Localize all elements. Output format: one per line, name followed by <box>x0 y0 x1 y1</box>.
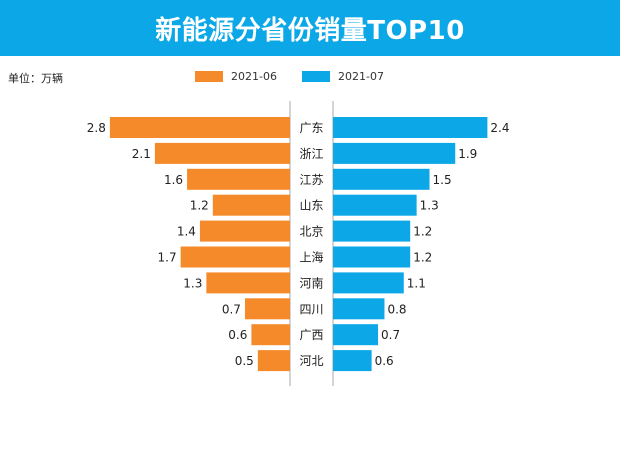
value-label-2021-07-6: 1.1 <box>407 276 426 290</box>
bar-2021-06-5 <box>180 246 290 268</box>
value-label-2021-06-6: 1.3 <box>183 276 202 290</box>
unit-label: 单位：万辆 <box>8 72 63 85</box>
bar-2021-07-7 <box>333 298 385 320</box>
value-label-2021-07-7: 0.8 <box>387 302 406 316</box>
value-label-2021-06-8: 0.6 <box>228 328 247 342</box>
chart-title: 新能源分省份销量TOP10 <box>155 15 465 46</box>
bar-2021-06-6 <box>206 272 290 294</box>
bar-2021-07-0 <box>333 117 488 138</box>
value-label-2021-06-9: 0.5 <box>235 354 254 368</box>
value-label-2021-06-5: 1.7 <box>158 251 177 265</box>
bar-2021-07-6 <box>333 272 404 294</box>
category-label-0: 广东 <box>299 121 323 135</box>
bar-2021-07-9 <box>333 350 372 372</box>
value-label-2021-07-9: 0.6 <box>375 354 394 368</box>
bar-2021-07-8 <box>333 324 379 346</box>
category-label-2: 江苏 <box>299 173 323 187</box>
value-label-2021-07-3: 1.3 <box>420 199 439 213</box>
bar-2021-07-5 <box>333 246 411 268</box>
category-label-3: 山东 <box>299 199 323 213</box>
value-label-2021-06-1: 2.1 <box>132 147 151 161</box>
value-label-2021-06-3: 1.2 <box>190 199 209 213</box>
category-label-5: 上海 <box>299 250 323 265</box>
legend-label-2021-06: 2021-06 <box>231 70 277 83</box>
value-label-2021-07-0: 2.4 <box>490 121 509 135</box>
bar-2021-06-1 <box>154 142 290 164</box>
bar-2021-06-2 <box>187 168 290 190</box>
bar-2021-07-3 <box>333 194 417 216</box>
bar-2021-07-4 <box>333 220 411 242</box>
legend-item-2021-07: 2021-07 <box>302 70 384 83</box>
bar-2021-06-9 <box>257 350 290 372</box>
value-label-2021-06-4: 1.4 <box>177 225 196 239</box>
value-label-2021-07-2: 1.5 <box>433 173 452 187</box>
value-label-2021-07-4: 1.2 <box>413 225 432 239</box>
category-label-1: 浙江 <box>299 147 323 161</box>
bar-2021-07-1 <box>333 142 456 164</box>
legend-item-2021-06: 2021-06 <box>195 70 277 83</box>
bar-2021-06-8 <box>251 324 290 346</box>
value-label-2021-07-1: 1.9 <box>458 147 477 161</box>
bar-2021-07-2 <box>333 168 430 190</box>
value-label-2021-07-8: 0.7 <box>381 328 400 342</box>
category-label-4: 北京 <box>299 225 323 239</box>
title-bar: 新能源分省份销量TOP10 <box>0 0 620 56</box>
bar-2021-06-3 <box>212 194 290 216</box>
category-label-9: 河北 <box>299 354 323 368</box>
legend-swatch-2021-07 <box>302 71 330 82</box>
value-label-2021-07-5: 1.2 <box>413 251 432 265</box>
bar-2021-06-4 <box>199 220 290 242</box>
value-label-2021-06-7: 0.7 <box>222 302 241 316</box>
category-label-7: 四川 <box>299 302 323 316</box>
legend-label-2021-07: 2021-07 <box>338 70 384 83</box>
category-label-6: 河南 <box>299 275 323 290</box>
bar-2021-06-7 <box>244 298 290 320</box>
legend-swatch-2021-06 <box>195 71 223 82</box>
value-label-2021-06-2: 1.6 <box>164 173 183 187</box>
bar-2021-06-0 <box>109 117 290 138</box>
category-label-8: 广西 <box>299 328 323 342</box>
value-label-2021-06-0: 2.8 <box>87 121 106 135</box>
